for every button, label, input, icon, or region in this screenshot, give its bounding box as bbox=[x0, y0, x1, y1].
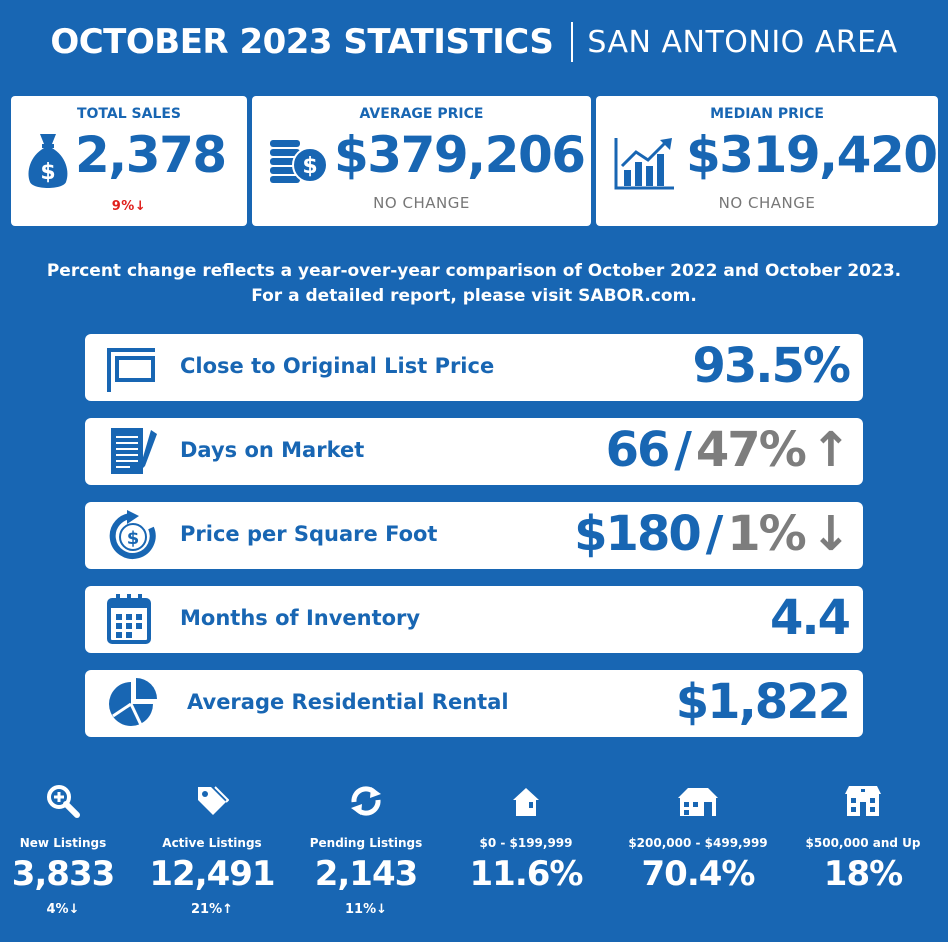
total-sales-label: TOTAL SALES bbox=[76, 106, 182, 122]
metric-value: 4.4 bbox=[769, 590, 851, 646]
refresh-arrows-icon bbox=[286, 778, 446, 818]
arrow-up-icon: ↑ bbox=[222, 902, 234, 917]
stat-change-text: 11% bbox=[344, 902, 377, 917]
metric-row-months-of-inventory: Months of Inventory 4.4 bbox=[85, 586, 863, 653]
median-price-card: MEDIAN PRICE $319,420 NO CHANGE bbox=[596, 96, 938, 226]
calendar-icon bbox=[107, 594, 159, 650]
metric-value: $1,822 bbox=[675, 674, 851, 730]
metric-row-close-to-list-price: Close to Original List Price 93.5% bbox=[85, 334, 863, 401]
medium-house-icon bbox=[618, 778, 778, 818]
median-price-change: NO CHANGE bbox=[718, 194, 816, 212]
stat-price-range-high: $500,000 and Up 18% bbox=[783, 778, 943, 894]
stat-change: 11%↓ bbox=[286, 902, 446, 917]
metric-value-main: $180 bbox=[574, 506, 702, 562]
metric-label: Average Residential Rental bbox=[187, 690, 509, 714]
comparison-note: Percent change reflects a year-over-year… bbox=[0, 259, 948, 309]
average-price-card: AVERAGE PRICE $ $379,206 NO CHANGE bbox=[252, 96, 591, 226]
header: OCTOBER 2023 STATISTICS SAN ANTONIO AREA bbox=[0, 22, 948, 62]
metric-label: Price per Square Foot bbox=[180, 522, 438, 546]
stat-value: 12,491 bbox=[149, 854, 275, 894]
small-house-icon bbox=[446, 778, 606, 818]
coin-stack-icon: $ bbox=[268, 136, 330, 190]
comparison-note-line-1: Percent change reflects a year-over-year… bbox=[46, 261, 902, 281]
money-bag-icon: $ bbox=[26, 132, 70, 196]
stat-label: $200,000 - $499,999 bbox=[628, 836, 768, 850]
metric-label: Months of Inventory bbox=[180, 606, 421, 630]
dollar-refresh-icon: $ bbox=[107, 510, 159, 566]
median-price-label: MEDIAN PRICE bbox=[710, 106, 824, 122]
large-house-icon bbox=[783, 778, 943, 818]
pie-chart-icon bbox=[107, 678, 159, 734]
arrow-down-icon: ↓ bbox=[68, 902, 80, 917]
stat-change-text: 21% bbox=[190, 902, 223, 917]
price-tag-icon bbox=[132, 778, 292, 818]
metric-label: Close to Original List Price bbox=[180, 354, 495, 378]
median-price-value: $319,420 bbox=[686, 126, 938, 184]
stat-price-range-mid: $200,000 - $499,999 70.4% bbox=[618, 778, 778, 894]
stat-change-text: 4% bbox=[46, 902, 69, 917]
stat-pending-listings: Pending Listings 2,143 11%↓ bbox=[286, 778, 446, 917]
stat-label: $500,000 and Up bbox=[805, 836, 921, 850]
comparison-note-line-2: For a detailed report, please visit SABO… bbox=[251, 286, 697, 306]
arrow-down-icon: ↓ bbox=[376, 902, 388, 917]
stat-new-listings: New Listings 3,833 4%↓ bbox=[0, 778, 143, 917]
stat-label: New Listings bbox=[19, 836, 107, 850]
metric-separator: / bbox=[705, 506, 723, 562]
metric-value-main: 93.5% bbox=[692, 338, 851, 394]
total-sales-value: 2,378 bbox=[75, 126, 227, 184]
svg-text:$: $ bbox=[40, 160, 55, 185]
metric-row-days-on-market: Days on Market 66 / 47% ↑ bbox=[85, 418, 863, 485]
metric-value-main: 66 bbox=[605, 422, 671, 478]
page-subtitle: SAN ANTONIO AREA bbox=[587, 24, 898, 60]
metric-value: 66 / 47% ↑ bbox=[605, 422, 851, 478]
page-title: OCTOBER 2023 STATISTICS bbox=[50, 22, 554, 62]
stat-value: 2,143 bbox=[314, 854, 419, 894]
stat-change: 21%↑ bbox=[132, 902, 292, 917]
stat-price-range-low: $0 - $199,999 11.6% bbox=[446, 778, 606, 894]
sign-icon bbox=[107, 342, 159, 398]
stat-value: 11.6% bbox=[469, 854, 584, 894]
metric-value: 93.5% bbox=[692, 338, 851, 394]
total-sales-card: TOTAL SALES $ 2,378 9%↓ bbox=[11, 96, 247, 226]
bar-chart-trend-icon bbox=[614, 136, 676, 194]
stat-label: $0 - $199,999 bbox=[479, 836, 573, 850]
stat-active-listings: Active Listings 12,491 21%↑ bbox=[132, 778, 292, 917]
metric-separator: / bbox=[674, 422, 691, 478]
stat-label: Active Listings bbox=[162, 836, 262, 850]
metric-value-main: $1,822 bbox=[675, 674, 851, 730]
svg-text:$: $ bbox=[127, 528, 140, 549]
clipboard-icon bbox=[107, 426, 159, 482]
arrow-down-icon: ↓ bbox=[810, 506, 851, 562]
header-divider bbox=[571, 22, 574, 62]
magnify-plus-icon bbox=[0, 778, 143, 818]
metric-label: Days on Market bbox=[180, 438, 365, 462]
stat-change: 4%↓ bbox=[0, 902, 143, 917]
metric-change: 47% bbox=[695, 422, 807, 478]
stat-value: 70.4% bbox=[641, 854, 756, 894]
svg-text:$: $ bbox=[302, 154, 317, 179]
average-price-change: NO CHANGE bbox=[373, 194, 470, 212]
metric-value: $180 / 1% ↓ bbox=[574, 506, 851, 562]
metric-row-average-rental: Average Residential Rental $1,822 bbox=[85, 670, 863, 737]
arrow-up-icon: ↑ bbox=[810, 422, 851, 478]
total-sales-change-text: 9% bbox=[111, 199, 135, 214]
average-price-label: AVERAGE PRICE bbox=[359, 106, 484, 122]
stat-value: 3,833 bbox=[11, 854, 116, 894]
metric-value-main: 4.4 bbox=[769, 590, 851, 646]
average-price-value: $379,206 bbox=[334, 126, 586, 184]
stat-label: Pending Listings bbox=[309, 836, 423, 850]
stat-value: 18% bbox=[823, 854, 903, 894]
metric-change: 1% bbox=[727, 506, 806, 562]
arrow-down-icon: ↓ bbox=[134, 199, 147, 214]
metric-row-price-per-sqft: $ Price per Square Foot $180 / 1% ↓ bbox=[85, 502, 863, 569]
total-sales-change: 9%↓ bbox=[11, 199, 247, 214]
